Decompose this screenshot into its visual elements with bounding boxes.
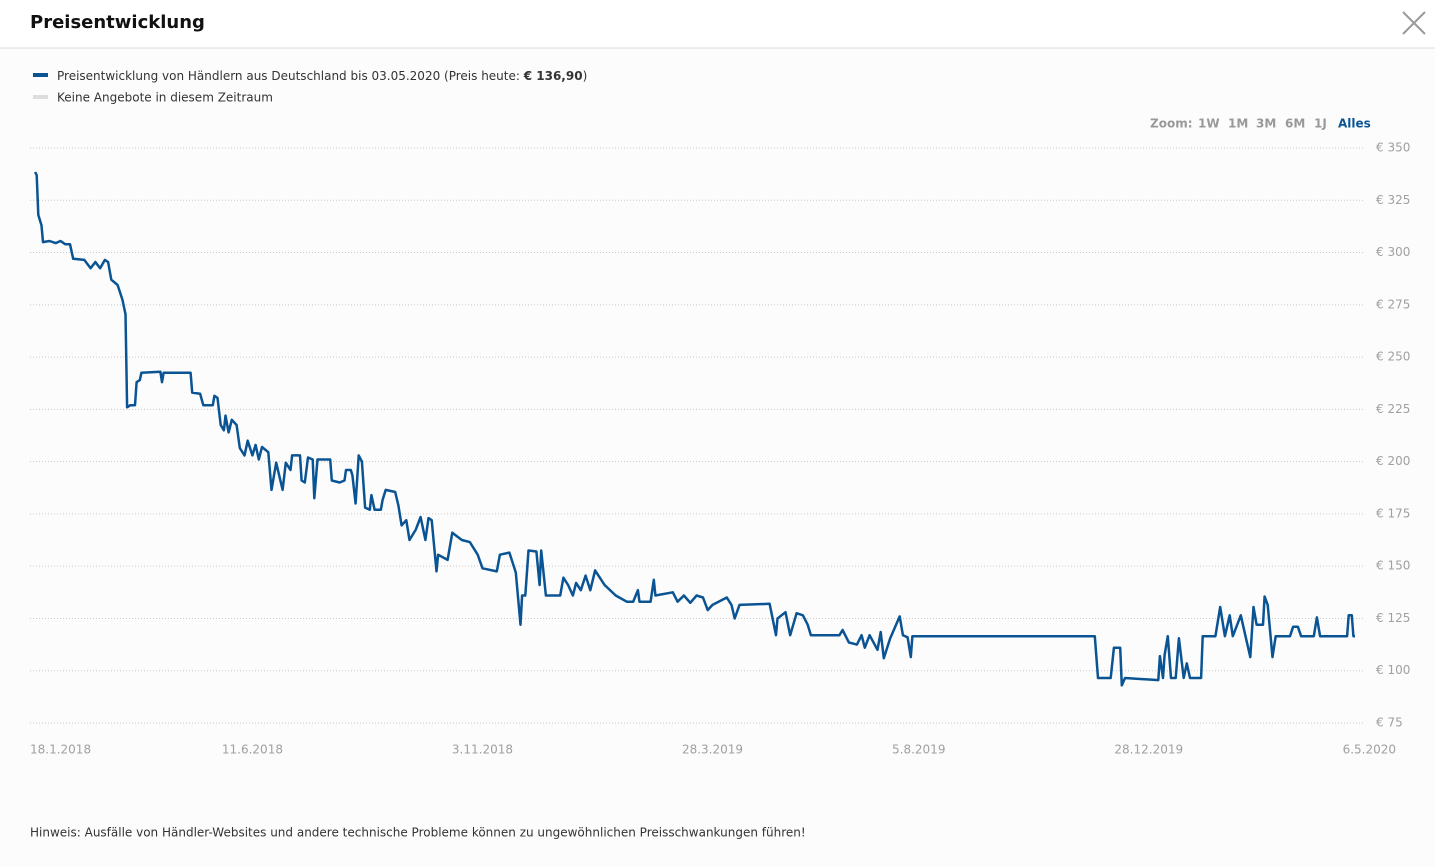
zoom-option[interactable]: 1W [1198, 117, 1220, 131]
note: Hinweis: Ausfälle von Händler-Websites u… [30, 826, 806, 840]
y-tick-label: € 150 [1376, 559, 1410, 573]
zoom-label: Zoom: [1150, 117, 1193, 131]
x-tick-label: 11.6.2018 [222, 743, 283, 757]
zoom-option[interactable]: Alles [1338, 117, 1371, 131]
y-tick-label: € 75 [1376, 716, 1403, 730]
close-icon[interactable] [1402, 11, 1426, 35]
y-tick-label: € 200 [1376, 454, 1410, 468]
zoom-bar: Zoom: 1W 1M 3M 6M 1J Alles [1150, 117, 1371, 131]
legend-price: € 136,90 [523, 69, 583, 83]
header-bg [0, 0, 1435, 48]
plot: € 75 € 100 € 125 € 150 € 175 € 200 € 225 € 250 €… [30, 141, 1410, 757]
y-tick-label: € 250 [1376, 350, 1410, 364]
legend-entry: Preisentwicklung von Händlern aus Deutsc… [57, 69, 587, 83]
legend-text: Preisentwicklung von Händlern aus Deutsc… [57, 69, 524, 83]
legend-text: ) [583, 69, 588, 83]
x-tick-label: 6.5.2020 [1343, 743, 1396, 757]
price-line [33, 171, 1355, 687]
x-tick-label: 18.1.2018 [30, 743, 91, 757]
zoom-option[interactable]: 1M [1228, 117, 1248, 131]
x-tick-label: 28.12.2019 [1114, 743, 1183, 757]
y-tick-label: € 100 [1376, 663, 1410, 677]
zoom-option[interactable]: 1J [1314, 117, 1327, 131]
legend-swatch [33, 95, 48, 99]
y-tick-label: € 350 [1376, 141, 1410, 155]
y-tick-label: € 175 [1376, 506, 1410, 520]
y-tick-label: € 225 [1376, 402, 1410, 416]
x-tick-label: 28.3.2019 [682, 743, 743, 757]
x-tick-label: 5.8.2019 [892, 743, 945, 757]
y-tick-label: € 275 [1376, 297, 1410, 311]
y-tick-label: € 125 [1376, 611, 1410, 625]
y-tick-label: € 300 [1376, 245, 1410, 259]
zoom-option[interactable]: 3M [1256, 117, 1276, 131]
legend-entry: Keine Angebote in diesem Zeitraum [57, 91, 273, 105]
legend-swatch [33, 73, 48, 77]
zoom-option[interactable]: 6M [1285, 117, 1305, 131]
close-button[interactable] [1398, 8, 1428, 38]
x-tick-label: 3.11.2018 [452, 743, 513, 757]
y-tick-label: € 325 [1376, 193, 1410, 207]
title: Preisentwicklung [30, 12, 205, 33]
